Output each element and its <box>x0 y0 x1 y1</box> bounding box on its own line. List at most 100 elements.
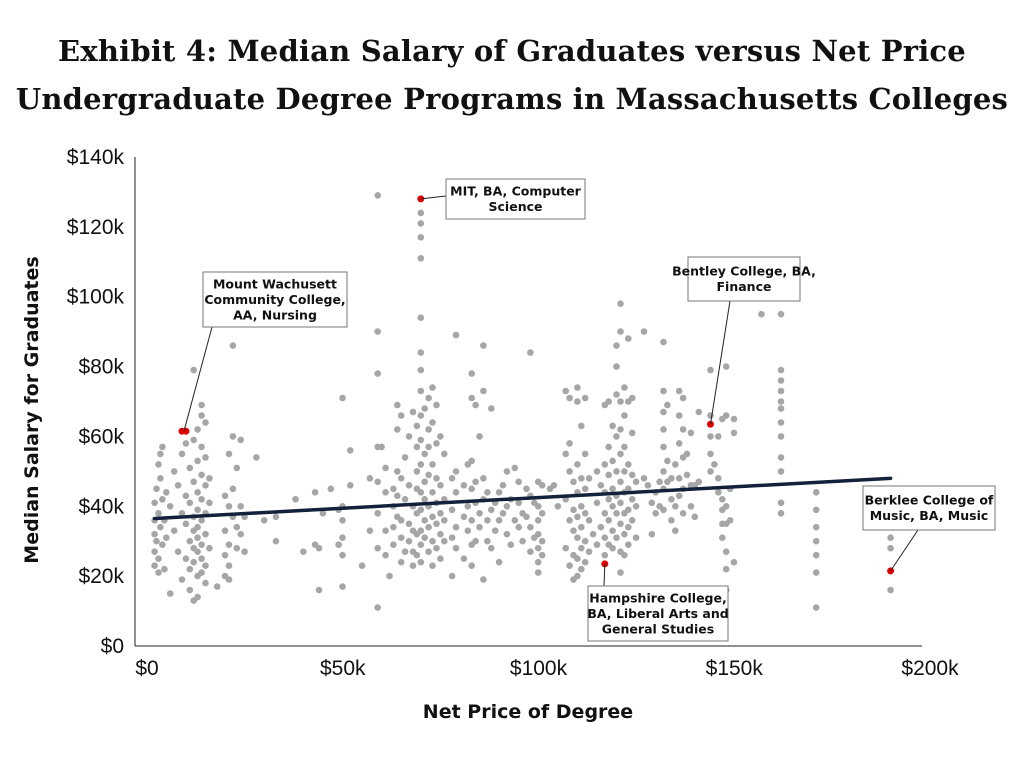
data-point <box>186 464 194 472</box>
data-point <box>366 527 374 534</box>
data-point <box>625 461 632 468</box>
data-point <box>464 503 472 510</box>
data-point <box>617 300 624 308</box>
data-point <box>260 517 268 524</box>
data-point <box>417 506 425 514</box>
data-point <box>515 478 522 486</box>
data-point <box>617 569 624 576</box>
data-point <box>237 436 244 444</box>
data-point <box>707 366 714 374</box>
data-point <box>593 499 601 507</box>
data-point <box>679 510 687 517</box>
data-point <box>777 405 785 412</box>
data-point <box>574 398 581 405</box>
data-point <box>405 433 413 440</box>
data-point <box>221 551 229 559</box>
data-point <box>675 387 683 395</box>
data-point <box>397 517 405 524</box>
data-point <box>527 548 534 555</box>
data-point <box>190 478 197 486</box>
data-point <box>640 475 648 482</box>
data-point <box>715 475 722 482</box>
annotation-callout: Bentley College, BA,Finance <box>672 256 816 425</box>
data-point <box>159 443 166 451</box>
data-point <box>621 468 628 475</box>
data-point <box>597 482 605 489</box>
x-tick-labels: $0 $50k $100k $150k $200k <box>135 657 959 680</box>
data-point <box>151 548 158 555</box>
data-point <box>437 510 444 517</box>
data-point <box>194 489 201 496</box>
data-point <box>679 394 687 402</box>
data-point <box>151 530 158 538</box>
data-point <box>581 394 589 402</box>
data-point <box>503 468 511 475</box>
data-point <box>777 377 785 384</box>
data-point <box>194 426 201 433</box>
data-point <box>401 548 409 555</box>
data-point <box>672 527 679 534</box>
data-point <box>609 503 616 510</box>
data-point <box>503 530 511 538</box>
data-point <box>166 503 174 510</box>
data-point <box>722 412 730 419</box>
data-point <box>628 517 636 524</box>
data-point <box>194 534 201 541</box>
annotation-leader-line <box>710 300 731 425</box>
data-point <box>574 555 581 562</box>
data-point <box>695 408 703 416</box>
data-point <box>495 517 503 524</box>
data-point <box>194 457 201 465</box>
data-point <box>194 506 201 514</box>
data-point <box>621 384 628 391</box>
y-tick-label: $140k <box>67 146 125 169</box>
data-point <box>472 537 479 545</box>
data-point <box>405 482 413 489</box>
data-point <box>417 527 425 534</box>
data-point <box>421 517 429 524</box>
data-point <box>390 541 397 548</box>
data-point <box>538 551 546 559</box>
data-point <box>166 590 174 597</box>
data-point <box>777 419 785 426</box>
data-point <box>472 478 479 486</box>
data-point <box>452 544 460 552</box>
data-point <box>550 482 558 489</box>
data-point <box>339 394 346 402</box>
data-point <box>448 534 456 541</box>
data-point <box>468 562 476 569</box>
annotation-leader-line <box>183 326 213 432</box>
data-point <box>468 457 476 465</box>
data-point <box>609 544 616 552</box>
data-point <box>527 523 534 531</box>
data-point <box>578 475 585 482</box>
data-point <box>621 551 628 559</box>
data-point <box>433 475 440 482</box>
data-point <box>202 454 209 461</box>
data-point <box>632 478 640 486</box>
annotation-label: Science <box>489 199 543 214</box>
data-point <box>777 398 785 405</box>
data-point <box>621 530 628 538</box>
data-point <box>347 482 354 489</box>
data-point <box>758 310 765 318</box>
data-point <box>202 530 209 538</box>
data-point <box>566 468 573 475</box>
data-point <box>153 537 160 545</box>
data-point <box>687 429 695 437</box>
data-point <box>777 310 785 318</box>
data-point <box>394 401 401 409</box>
data-point <box>429 461 436 468</box>
data-point <box>429 489 436 496</box>
data-point <box>574 513 581 521</box>
data-point <box>441 450 448 458</box>
data-point <box>534 503 542 510</box>
data-point <box>581 485 589 493</box>
data-point <box>448 572 456 580</box>
data-point <box>574 384 581 391</box>
data-point <box>730 558 738 566</box>
data-point <box>382 489 389 496</box>
data-point <box>534 558 542 566</box>
data-point <box>566 562 573 569</box>
data-point <box>151 499 158 507</box>
